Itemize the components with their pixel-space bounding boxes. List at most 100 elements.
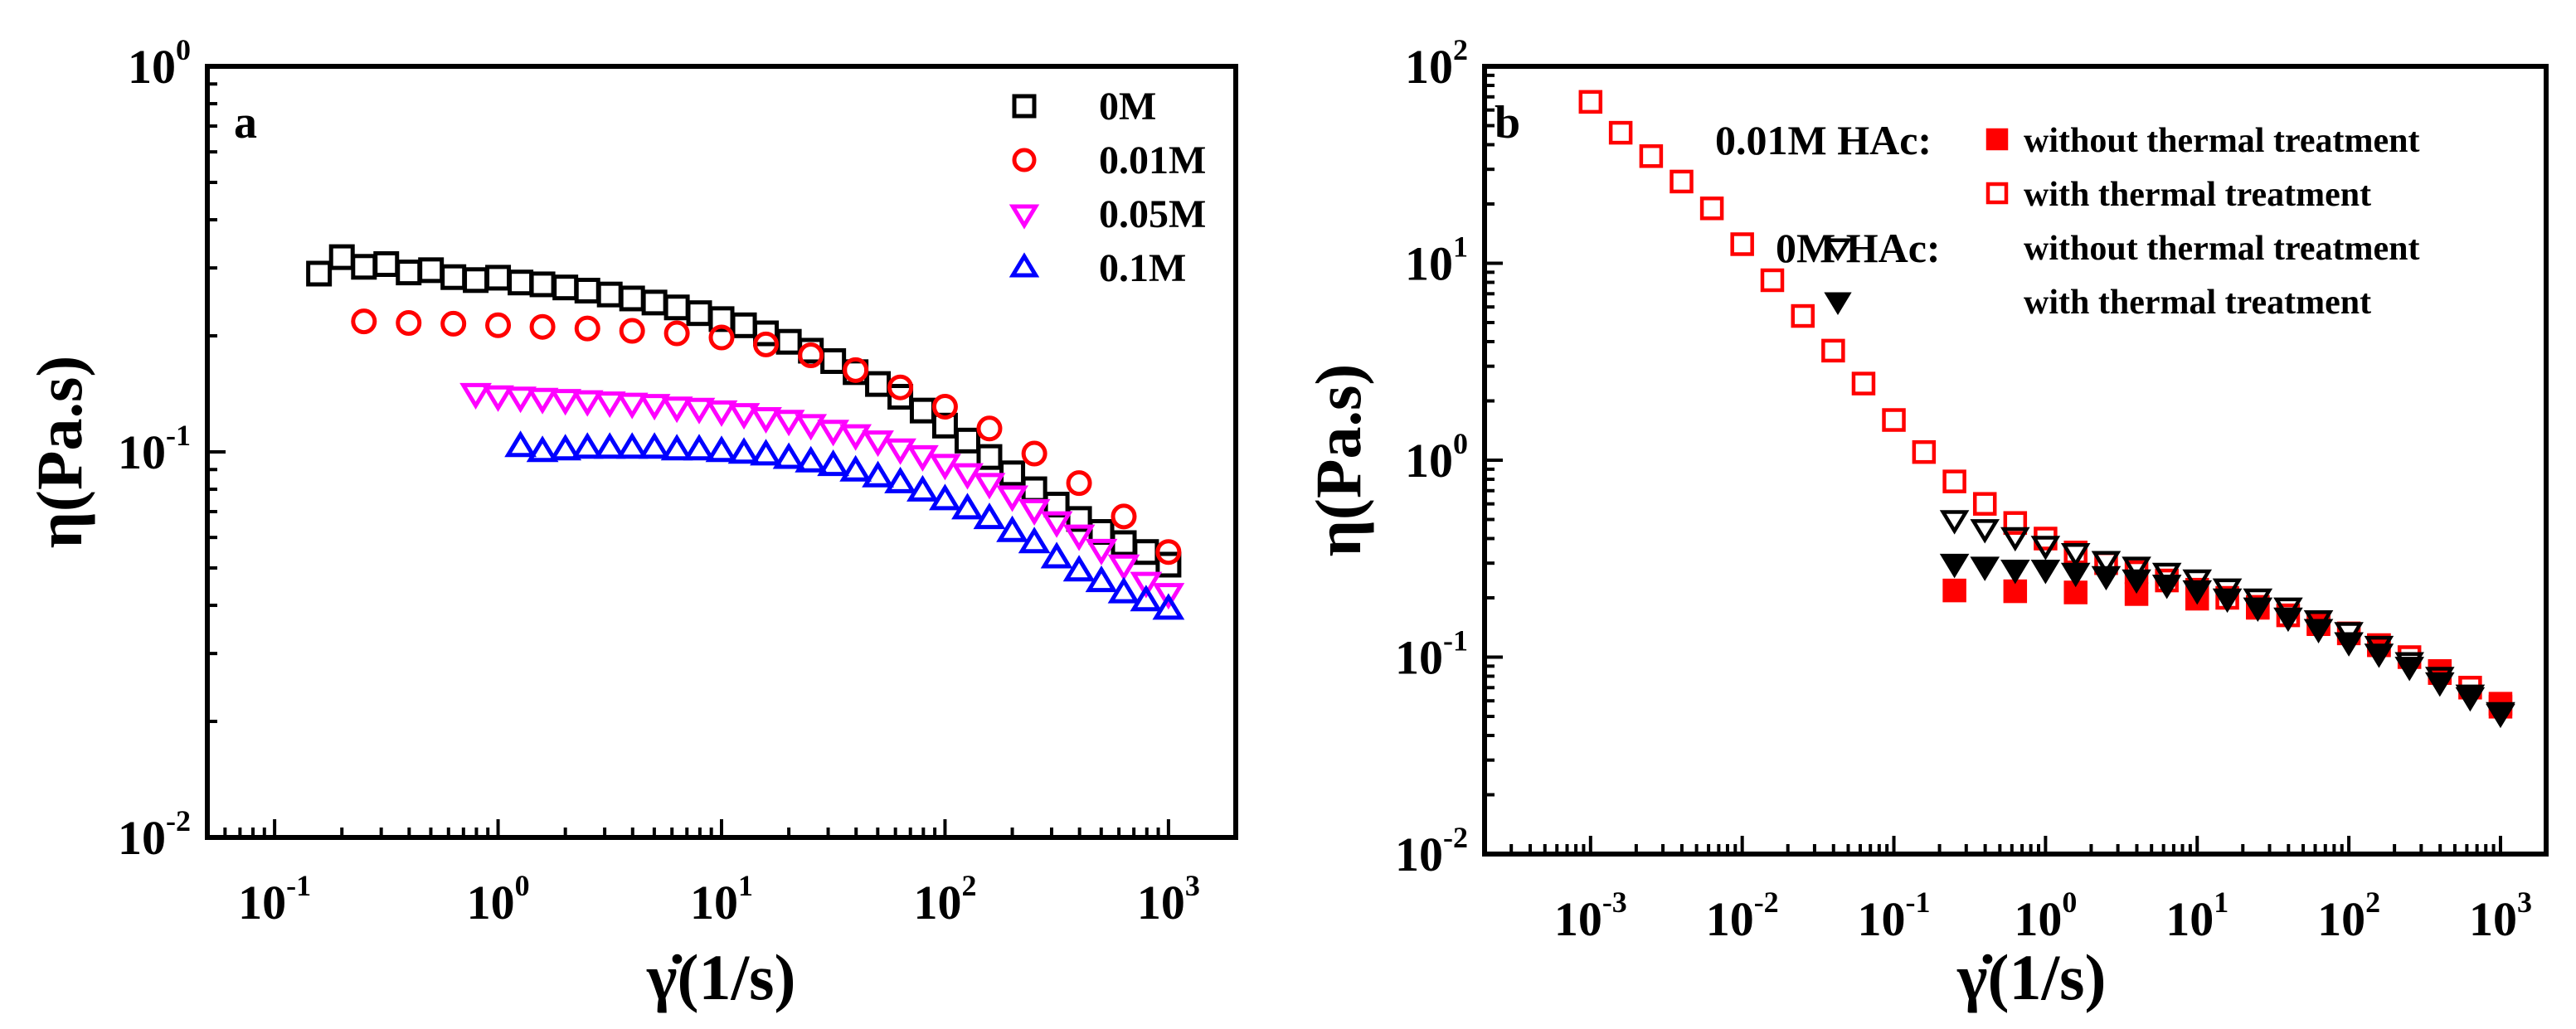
y-tick-label: 102 <box>1405 33 1468 94</box>
data-point <box>750 439 782 466</box>
data-point <box>529 313 556 340</box>
data-point <box>820 347 847 374</box>
legend-label: 0.05M <box>1099 192 1206 236</box>
x-tick-label-base: 10 <box>1137 876 1185 929</box>
data-point <box>1040 541 1073 569</box>
panel-a-y-axis-label: η(Pa.s) <box>23 356 95 549</box>
data-point <box>306 260 333 287</box>
data-point <box>795 445 828 473</box>
data-point <box>2003 579 2028 604</box>
data-point <box>772 410 805 437</box>
x-tick-label-exponent: 2 <box>2365 886 2380 919</box>
data-point <box>1912 439 1937 464</box>
legend-label: with thermal treatment <box>2024 284 2371 322</box>
data-point <box>2212 588 2243 614</box>
data-point <box>2364 643 2394 668</box>
data-point <box>619 285 645 312</box>
y-tick-label-base: 10 <box>1405 434 1453 488</box>
series-a-3 <box>504 430 1185 620</box>
y-tick-label-exponent: 2 <box>1453 33 1468 66</box>
x-tick-label: 103 <box>1137 869 1200 929</box>
panel-a-x-axis-label: γ̇(1/s) <box>646 941 795 1013</box>
data-point <box>574 277 600 303</box>
data-point <box>526 387 559 415</box>
data-point <box>931 412 958 439</box>
data-point <box>951 463 984 490</box>
x-tick-label-exponent: -1 <box>286 869 311 902</box>
data-point <box>1970 519 2000 544</box>
y-tick-label: 10-2 <box>1395 821 1468 881</box>
x-tick-label-base: 10 <box>913 876 961 929</box>
data-point <box>593 432 626 459</box>
x-tick-label-exponent: 0 <box>515 869 530 902</box>
data-point <box>373 250 400 277</box>
x-tick-label: 102 <box>913 869 976 929</box>
data-point <box>615 392 649 420</box>
data-point <box>884 438 916 465</box>
data-point <box>976 444 1003 470</box>
y-tick-label-exponent: -2 <box>1443 821 1468 854</box>
data-point <box>440 264 467 290</box>
data-point <box>1942 469 1966 493</box>
x-tick-label-exponent: 1 <box>738 869 753 902</box>
x-tick-label-base: 10 <box>238 876 286 929</box>
x-tick-label-exponent: -2 <box>1754 886 1779 919</box>
y-tick-label-exponent: 0 <box>176 33 191 66</box>
series-a-0 <box>306 244 1182 578</box>
x-tick-label: 100 <box>2014 886 2077 946</box>
data-point <box>1111 530 1137 556</box>
data-point <box>351 308 377 335</box>
data-point <box>686 300 712 327</box>
series-b-2 <box>1939 510 2515 727</box>
legend-label: 0.1M <box>1099 246 1186 290</box>
data-point <box>2122 556 2151 581</box>
panel-b-legend: 0.01M HAc: 0M HAc: without thermal treatme… <box>1715 117 2419 322</box>
data-point <box>1018 498 1051 526</box>
data-point <box>839 454 872 482</box>
legend-marker <box>1824 238 1852 261</box>
data-point <box>619 318 645 344</box>
data-point <box>1882 408 1906 432</box>
y-tick-label: 101 <box>1405 231 1468 291</box>
data-point <box>705 400 738 427</box>
data-point <box>1939 553 1970 579</box>
data-point <box>865 371 892 397</box>
data-point <box>2394 657 2424 682</box>
data-point <box>1791 303 1815 328</box>
data-point <box>1062 524 1096 551</box>
panel-a-ticks <box>206 65 1237 839</box>
data-point <box>1130 585 1163 612</box>
data-point <box>2151 575 2182 599</box>
legend-marker <box>1824 292 1852 315</box>
data-point <box>727 403 761 430</box>
data-point <box>862 430 894 458</box>
data-point <box>638 432 671 459</box>
data-point <box>906 444 939 472</box>
data-point <box>884 466 916 493</box>
legend-marker <box>1012 148 1037 172</box>
y-tick-label-exponent: 1 <box>1453 231 1468 264</box>
x-tick-label-base: 10 <box>1706 892 1754 946</box>
data-point <box>328 244 355 270</box>
data-point <box>1851 371 1876 396</box>
x-tick-label-exponent: 3 <box>2517 886 2532 919</box>
data-point <box>2003 511 2028 535</box>
x-tick-label: 103 <box>2469 886 2532 946</box>
panel-b-plot-frame <box>1482 64 2549 857</box>
data-point <box>571 432 604 459</box>
data-point <box>504 430 537 458</box>
x-tick-label-base: 10 <box>1858 892 1906 946</box>
legend-group-title: 0M HAc: <box>1776 225 1941 271</box>
series-a-1 <box>351 308 1182 565</box>
data-point <box>817 420 850 447</box>
x-tick-label: 10-1 <box>238 869 311 929</box>
data-point <box>862 460 894 488</box>
data-point <box>1021 440 1047 467</box>
data-point <box>931 393 958 420</box>
data-point <box>482 385 514 412</box>
data-point <box>2122 569 2151 595</box>
x-tick-label-base: 10 <box>690 876 738 929</box>
data-point <box>1939 510 1970 535</box>
data-point <box>440 310 467 337</box>
